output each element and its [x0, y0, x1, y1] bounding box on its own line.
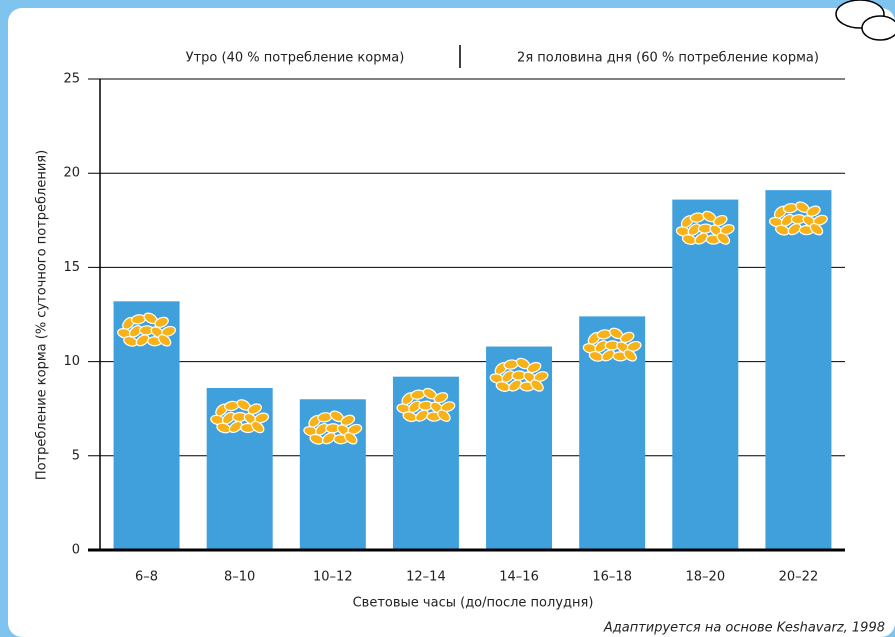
grain — [415, 409, 429, 422]
grain — [344, 432, 358, 445]
grain — [809, 222, 824, 236]
grain — [247, 403, 262, 415]
y-tick-label: 10 — [63, 354, 80, 369]
y-tick-label: 5 — [72, 448, 80, 463]
grain — [626, 340, 642, 352]
annotation: Утро (40 % потребление корма) — [186, 51, 405, 66]
grain — [254, 412, 270, 424]
grain — [315, 423, 329, 436]
x-tick-label: 16–18 — [592, 570, 632, 585]
annotation: 2я половина дня (60 % потребление корма) — [517, 51, 819, 66]
grain — [321, 432, 336, 445]
grain — [437, 409, 451, 422]
x-axis-label: Световые часы (до/после полудня) — [353, 596, 594, 611]
bar — [672, 199, 739, 551]
grain — [157, 334, 172, 347]
grain — [619, 331, 635, 343]
grain — [347, 423, 363, 435]
x-tick-label: 6–8 — [135, 570, 158, 585]
bar — [765, 190, 832, 550]
grain — [501, 370, 515, 383]
grain — [716, 232, 731, 245]
y-tick-label: 0 — [72, 543, 80, 558]
grain — [161, 325, 176, 337]
grain-icon — [489, 357, 549, 392]
grain-icon — [768, 201, 828, 236]
grain — [508, 379, 522, 392]
grain — [623, 349, 637, 362]
grain — [687, 223, 702, 236]
grain — [780, 213, 795, 227]
grain — [719, 224, 735, 236]
y-tick-label: 20 — [63, 166, 80, 181]
grain-icon — [582, 327, 642, 362]
x-tick-label: 8–10 — [224, 570, 255, 585]
grain — [601, 349, 616, 362]
grain-icon — [210, 399, 270, 434]
grain — [135, 334, 150, 347]
grain — [713, 214, 728, 227]
grain — [221, 411, 236, 425]
grain — [594, 340, 608, 353]
y-tick-label: 15 — [63, 260, 80, 275]
y-axis-label: Потребление корма (% суточного потреблен… — [35, 150, 50, 480]
grain-icon — [303, 410, 363, 445]
grain — [340, 414, 356, 426]
x-tick-label: 10–12 — [313, 570, 353, 585]
x-tick-label: 20–22 — [779, 570, 819, 585]
x-tick-label: 12–14 — [406, 570, 446, 585]
grain — [408, 400, 422, 413]
grain — [250, 420, 265, 434]
corner-decoration — [835, 0, 895, 41]
grain — [530, 379, 544, 392]
grain — [154, 316, 169, 328]
y-tick-label: 25 — [63, 72, 80, 87]
grain — [433, 392, 449, 404]
grain — [526, 361, 542, 374]
grain-icon — [675, 210, 735, 245]
x-tick-label: 14–16 — [499, 570, 539, 585]
grain — [128, 325, 143, 338]
grain — [228, 420, 243, 434]
source: Адаптируется на основе Keshavarz, 1998 — [603, 621, 885, 636]
grain-icon — [396, 387, 456, 423]
x-tick-label: 18–20 — [686, 570, 726, 585]
grain — [533, 371, 549, 382]
grain — [440, 401, 456, 413]
grain — [806, 205, 821, 217]
grain — [813, 214, 828, 226]
grain — [694, 232, 709, 245]
grain — [787, 223, 802, 236]
grain-icon — [117, 312, 176, 347]
